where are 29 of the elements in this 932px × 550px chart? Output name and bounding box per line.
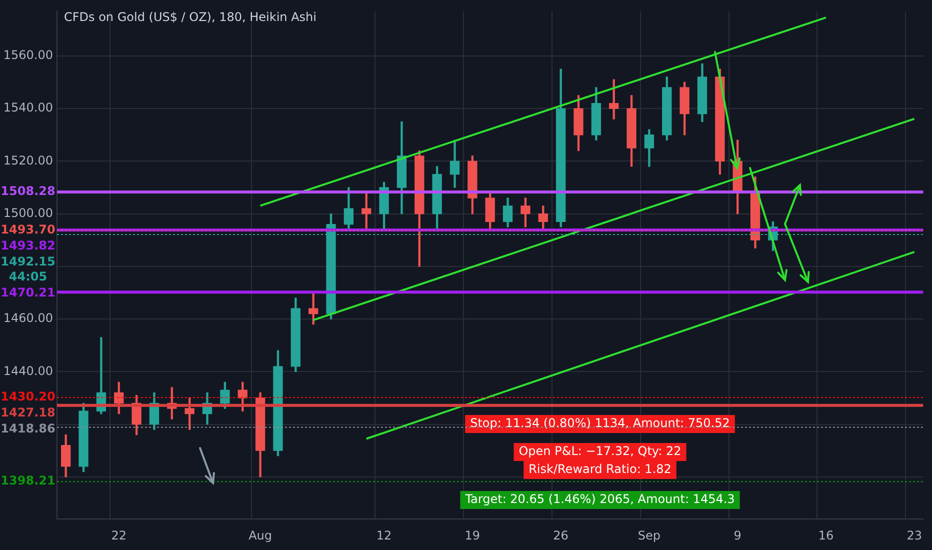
y-tick-label: 1520.00 bbox=[3, 153, 53, 168]
y-tick-label: 1440.00 bbox=[3, 364, 53, 378]
chart-title: CFDs on Gold (US$ / OZ), 180, Heikin Ashi bbox=[64, 10, 316, 24]
x-tick-label: 23 bbox=[906, 528, 922, 542]
annotation: Risk/Reward Ratio: 1.82 bbox=[528, 462, 672, 476]
x-tick-label: 26 bbox=[553, 528, 568, 542]
ref-line-label: 1470.21 bbox=[0, 285, 56, 300]
ref-line-label: 1430.20 bbox=[0, 390, 56, 404]
annotation: Stop: 11.34 (0.80%) 1134, Amount: 750.52 bbox=[470, 416, 730, 430]
x-tick-label: 19 bbox=[464, 528, 480, 542]
annotation: Open P&L: −17.32, Qty: 22 bbox=[518, 444, 682, 458]
ref-line-label: 1493.70 bbox=[0, 222, 56, 236]
ref-line-label: 1427.18 bbox=[0, 406, 56, 420]
x-tick-label: 16 bbox=[818, 528, 834, 542]
y-tick-label: 1560.00 bbox=[3, 48, 53, 62]
ref-line-label: 1398.21 bbox=[0, 474, 56, 488]
ref-line-label: 1508.28 bbox=[0, 184, 56, 198]
ref-line-label: 1418.86 bbox=[0, 422, 56, 436]
x-tick-label: 12 bbox=[376, 528, 392, 542]
ref-line-label: 1492.15 44:05 bbox=[0, 254, 56, 284]
y-tick-label: 1500.00 bbox=[3, 206, 53, 220]
ref-line-label: 1493.82 bbox=[0, 238, 56, 252]
y-tick-label: 1540.00 bbox=[3, 100, 53, 115]
x-tick-label: 22 bbox=[111, 528, 127, 542]
x-tick-label: Aug bbox=[248, 528, 272, 542]
annotation: Target: 20.65 (1.46%) 2065, Amount: 1454.3 bbox=[464, 492, 735, 506]
y-tick-label: 1460.00 bbox=[3, 311, 53, 326]
x-tick-label: 9 bbox=[734, 528, 742, 542]
x-tick-label: Sep bbox=[638, 528, 661, 542]
